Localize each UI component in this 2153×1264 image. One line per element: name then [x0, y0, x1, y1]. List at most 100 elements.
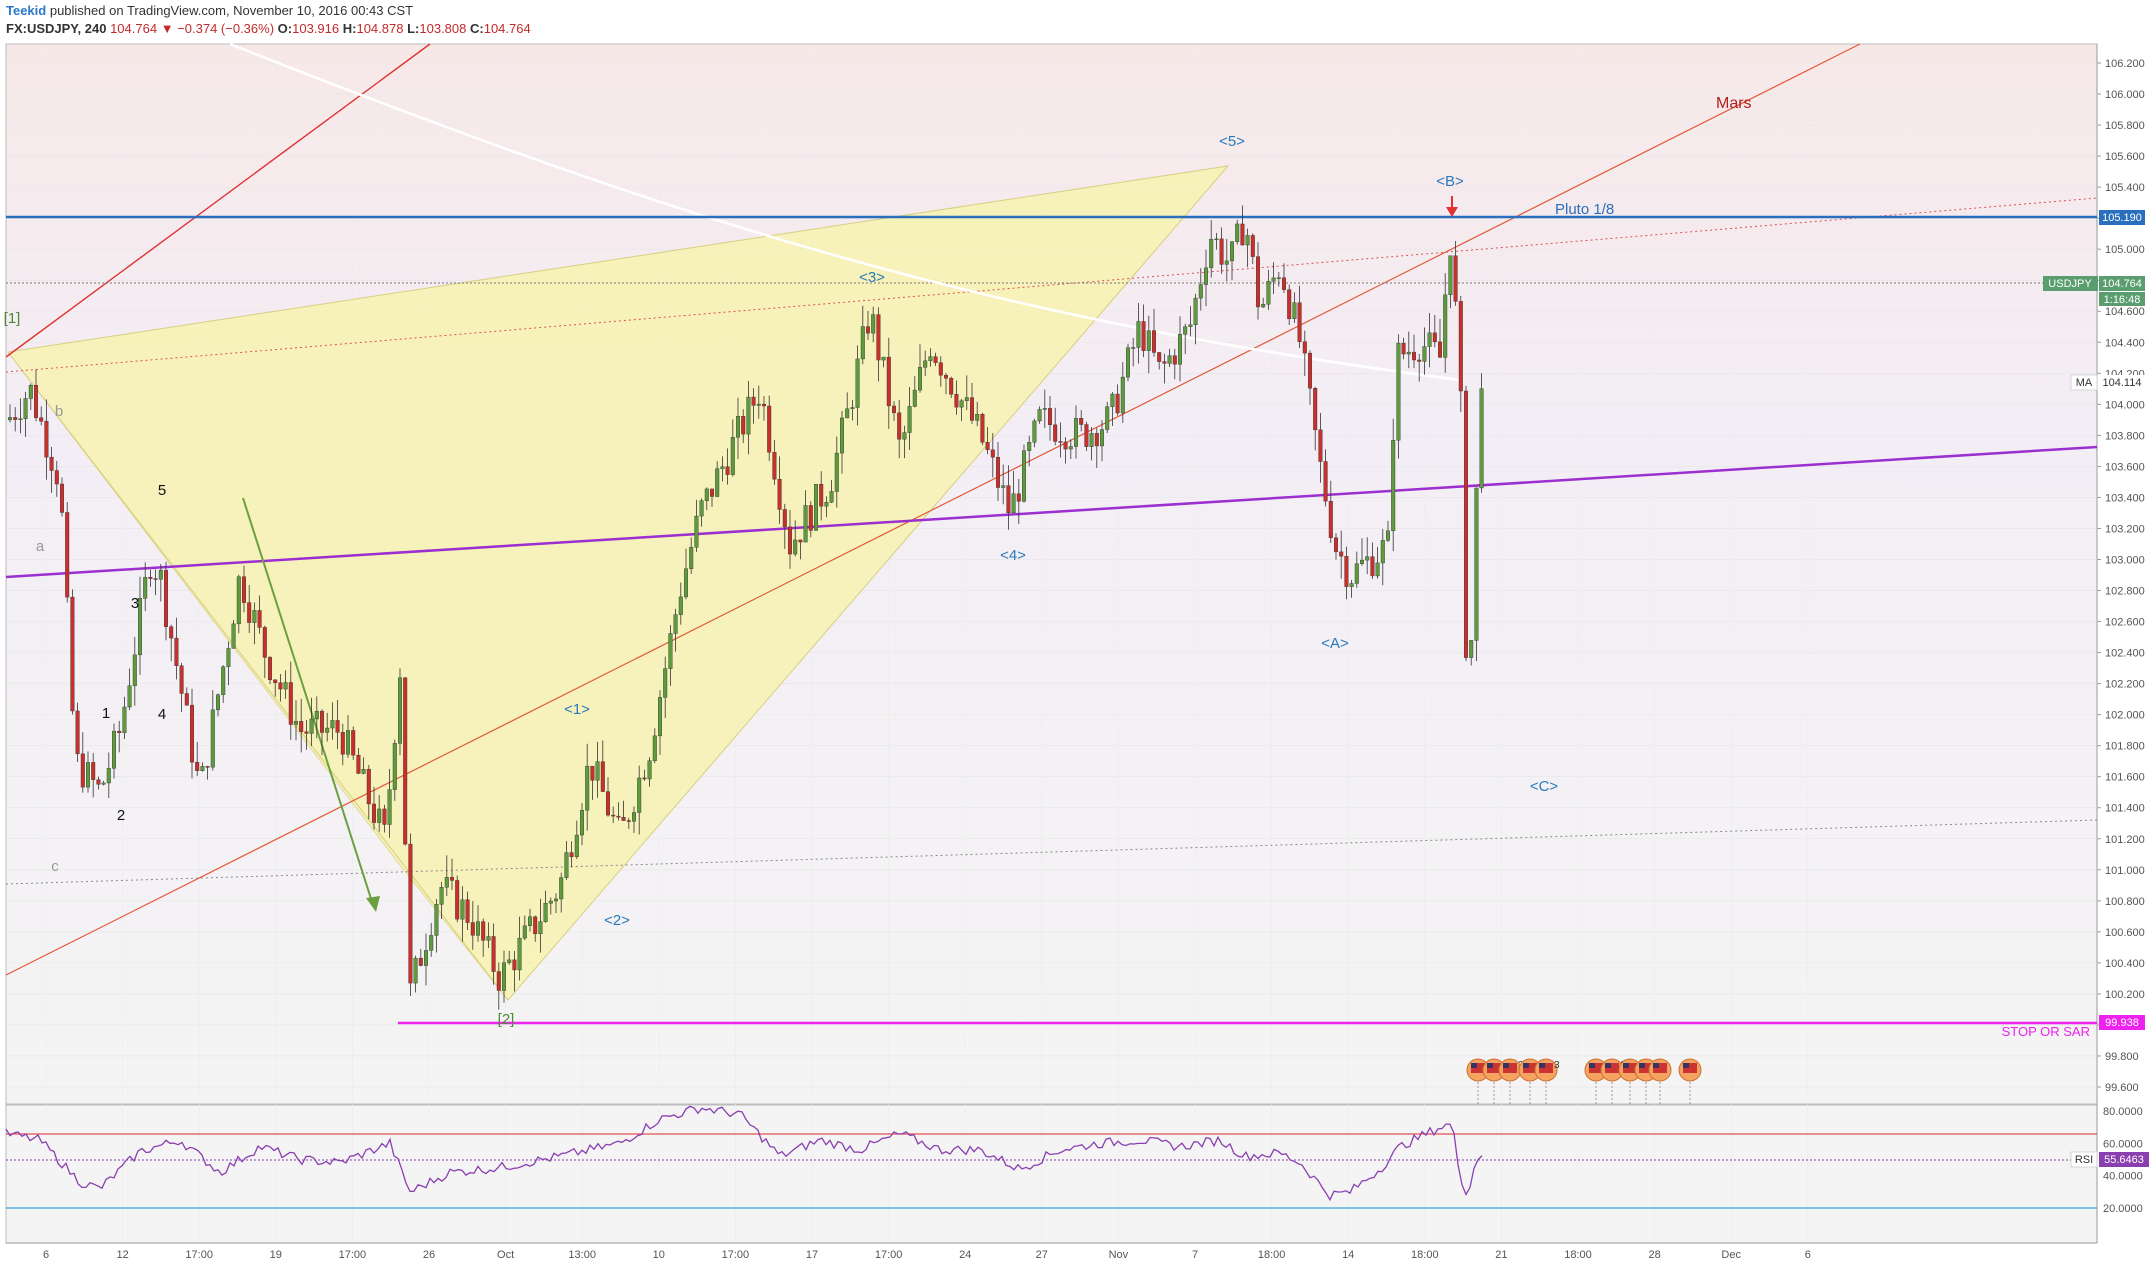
candle-bull — [1224, 260, 1229, 265]
candle-bear — [886, 356, 891, 407]
candle-bull — [330, 720, 335, 729]
candle-bear — [75, 710, 80, 755]
candle-bull — [663, 668, 668, 698]
price-tick-label: 103.400 — [2105, 492, 2145, 504]
candle-bear — [382, 808, 387, 825]
rsi-value-badge: RSI 55.6463 — [2070, 1151, 2149, 1168]
author-link[interactable]: Teekid — [6, 3, 47, 18]
candle-bull — [1245, 235, 1250, 246]
candle-bull — [1229, 241, 1234, 262]
candle-bear — [455, 880, 460, 920]
candle-bear — [1058, 441, 1063, 443]
rsi-tick-label: 60.0000 — [2103, 1138, 2143, 1150]
rsi-pane — [5, 1104, 2098, 1244]
candle-bull — [871, 314, 876, 334]
price-scale[interactable] — [2097, 44, 2153, 1243]
flag-icon[interactable]: 2 — [1498, 1058, 1524, 1104]
candle-bull — [7, 417, 12, 421]
candle-bull — [1146, 330, 1151, 351]
candle-bull — [392, 743, 397, 790]
candle-bear — [169, 626, 174, 639]
time-tick-label: 18:00 — [1564, 1249, 1592, 1261]
price-chart[interactable]: <5> <B> <3> <4> <1> <2> <A> <C> [1] [2] … — [0, 40, 2153, 1264]
price-tick-label: 99.600 — [2105, 1082, 2139, 1094]
candle-bull — [28, 384, 33, 399]
candle-bull — [736, 416, 741, 438]
time-tick-label: Dec — [1721, 1249, 1741, 1261]
purple-trend-line — [5, 445, 2098, 579]
candle-bull — [18, 418, 23, 420]
candle-bear — [1151, 330, 1156, 353]
candle-bull — [1001, 485, 1006, 488]
candle-bull — [1427, 332, 1432, 347]
candle-bear — [762, 403, 767, 407]
candle-bull — [106, 768, 111, 784]
rsi-tick-label: 40.0000 — [2103, 1171, 2143, 1183]
time-tick-label: 17:00 — [875, 1249, 903, 1261]
current-price-badge: USDJPY 104.764 1:16:48 — [2043, 276, 2145, 306]
candle-bear — [262, 627, 267, 658]
candle-bear — [13, 417, 18, 420]
price-tick-label: 101.000 — [2105, 865, 2145, 877]
candle-bear — [174, 637, 179, 666]
flag-icon[interactable]: 3 — [1534, 1058, 1560, 1104]
candle-bull — [554, 898, 559, 902]
candle-bull — [699, 500, 704, 517]
time-tick-label: 10 — [653, 1249, 665, 1261]
candle-bull — [756, 403, 761, 406]
candle-bull — [398, 677, 403, 744]
candle-bull — [314, 710, 319, 720]
candle-bull — [559, 877, 564, 900]
candle-bull — [1183, 326, 1188, 335]
candle-bull — [1469, 640, 1474, 658]
candle-bull — [1042, 408, 1047, 410]
candle-bear — [1255, 256, 1260, 308]
open-value: 103.916 — [292, 21, 340, 36]
candle-bear — [1339, 551, 1344, 557]
price-tick-label: 105.800 — [2105, 120, 2145, 132]
time-ticks: 6 12 17:00 19 17:00 26 Oct 13:00 10 17:00 17 17:00 2… — [43, 1249, 1811, 1261]
candle-bull — [85, 762, 90, 788]
price-tick-label: 106.200 — [2105, 58, 2145, 70]
candle-bear — [117, 730, 122, 733]
candle-bear — [1333, 537, 1338, 553]
candle-bear — [465, 899, 470, 923]
candle-bull — [444, 877, 449, 888]
price-tick-label: 104.000 — [2105, 399, 2145, 411]
open-label: O: — [277, 21, 293, 36]
candle-bull — [746, 396, 751, 435]
time-tick-label: 26 — [423, 1249, 435, 1261]
candle-bull — [413, 957, 418, 984]
candle-bull — [673, 614, 678, 634]
pluto-price-badge: 105.190 — [2099, 210, 2145, 225]
flag-icon[interactable] — [1678, 1058, 1702, 1104]
candle-bear — [1401, 342, 1406, 355]
price-tick-label: 102.000 — [2105, 710, 2145, 722]
candle-bull — [829, 491, 834, 503]
candle-bull — [1235, 223, 1240, 242]
candle-bull — [1443, 294, 1448, 358]
candle-bear — [153, 578, 158, 580]
candle-bull — [507, 959, 512, 963]
candle-bear — [798, 539, 803, 543]
candle-bear — [195, 761, 200, 771]
rsi-ticks: 80.0000 60.0000 40.0000 20.0000 — [2103, 1106, 2143, 1215]
time-tick-label: 24 — [959, 1249, 971, 1261]
candle-bear — [1313, 388, 1318, 431]
flag-icon[interactable] — [1648, 1058, 1672, 1104]
candle-bull — [1271, 277, 1276, 282]
price-tick-label: 103.600 — [2105, 461, 2145, 473]
svg-text:99.938: 99.938 — [2105, 1017, 2139, 1029]
candle-bull — [850, 407, 855, 409]
candle-bear — [1141, 321, 1146, 351]
time-tick-label: 27 — [1036, 1249, 1048, 1261]
change-value: −0.374 (−0.36%) — [177, 21, 275, 36]
candle-bull — [283, 682, 288, 690]
candle-bull — [236, 576, 241, 625]
wave-label-3: <3> — [859, 269, 885, 286]
candle-bull — [652, 735, 657, 761]
candle-bear — [876, 314, 881, 361]
time-tick-label: 17:00 — [339, 1249, 367, 1261]
candle-bear — [418, 957, 423, 966]
candle-bear — [408, 843, 413, 984]
